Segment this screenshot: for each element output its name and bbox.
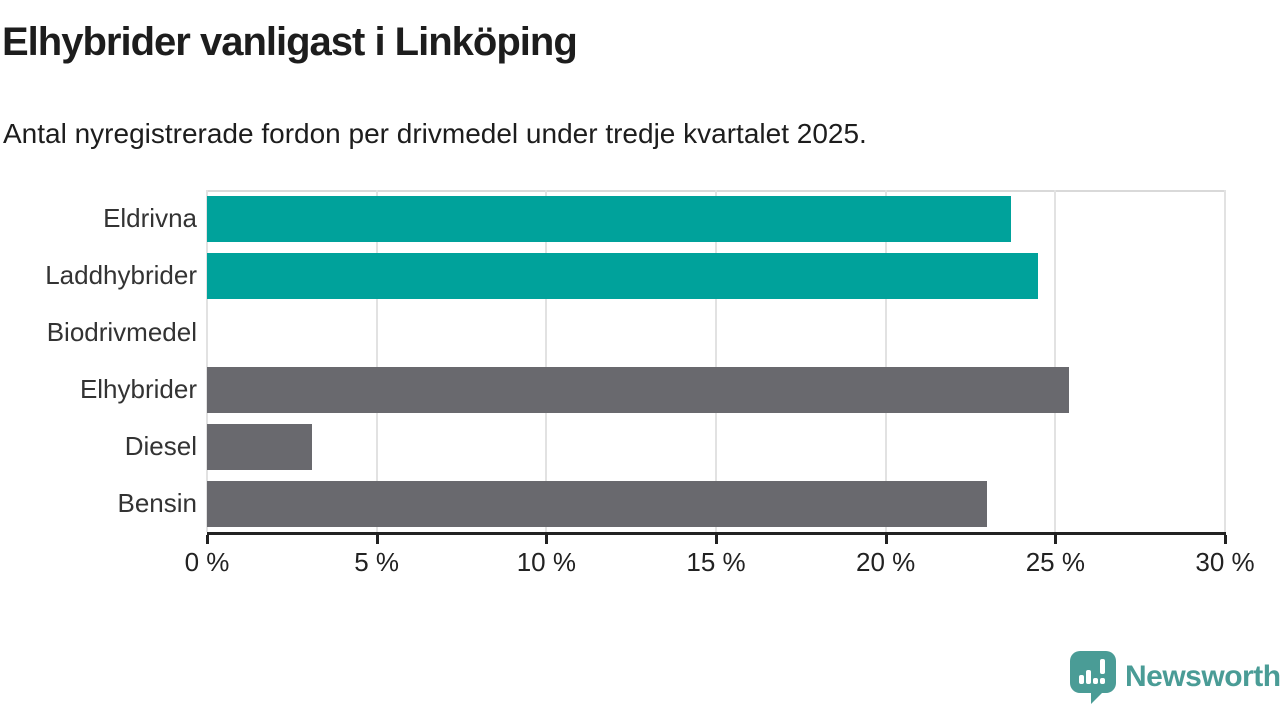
newsworthy-logo: Newsworthy [1070, 650, 1280, 704]
bar-eldrivna [207, 195, 1012, 242]
chart-subtitle: Antal nyregistrerade fordon per drivmede… [3, 118, 867, 149]
x-axis-tick [545, 535, 549, 544]
gridline-0 [206, 190, 208, 532]
x-axis-line [207, 532, 1226, 535]
category-label-elhybrider: Elhybrider [79, 374, 197, 404]
gridline-20 [884, 190, 887, 532]
bar-chart-plot-area [206, 190, 1226, 532]
newsworthy-icon [1070, 650, 1116, 704]
category-label-biodrivmedel: Biodrivmedel [46, 317, 197, 347]
x-axis-tick-label: 25 % [1025, 547, 1085, 577]
x-axis-tick-label: 0 % [184, 547, 230, 577]
category-label-diesel: Diesel [124, 431, 197, 461]
x-axis-tick-label: 5 % [354, 547, 400, 577]
x-axis-tick-label: 15 % [686, 547, 746, 577]
x-axis-tick-label: 20 % [856, 547, 916, 577]
bar-bensin [207, 480, 988, 527]
gridline-10 [545, 190, 548, 532]
x-axis-tick [375, 535, 379, 544]
x-axis-tick-label: 10 % [516, 547, 576, 577]
x-axis-tick [1054, 535, 1058, 544]
newsworthy-wordmark: Newsworthy [1125, 660, 1280, 693]
x-axis-tick-label: 30 % [1195, 547, 1255, 577]
category-label-laddhybrider: Laddhybrider [45, 260, 197, 290]
category-label-bensin: Bensin [117, 488, 198, 518]
x-axis-tick [715, 535, 718, 544]
x-axis-tick [206, 535, 209, 544]
bar-elhybrider [207, 366, 1069, 413]
x-axis-tick [884, 535, 888, 544]
gridline-15 [715, 190, 717, 532]
gridline-5 [375, 190, 378, 532]
chart-title: Elhybrider vanligast i Linköping [2, 20, 578, 64]
bar-diesel [207, 423, 313, 470]
bar-laddhybrider [207, 252, 1039, 299]
gridline-25 [1054, 190, 1057, 532]
category-label-eldrivna: Eldrivna [103, 203, 197, 233]
x-axis-tick [1224, 535, 1227, 544]
gridline-30 [1224, 190, 1226, 532]
